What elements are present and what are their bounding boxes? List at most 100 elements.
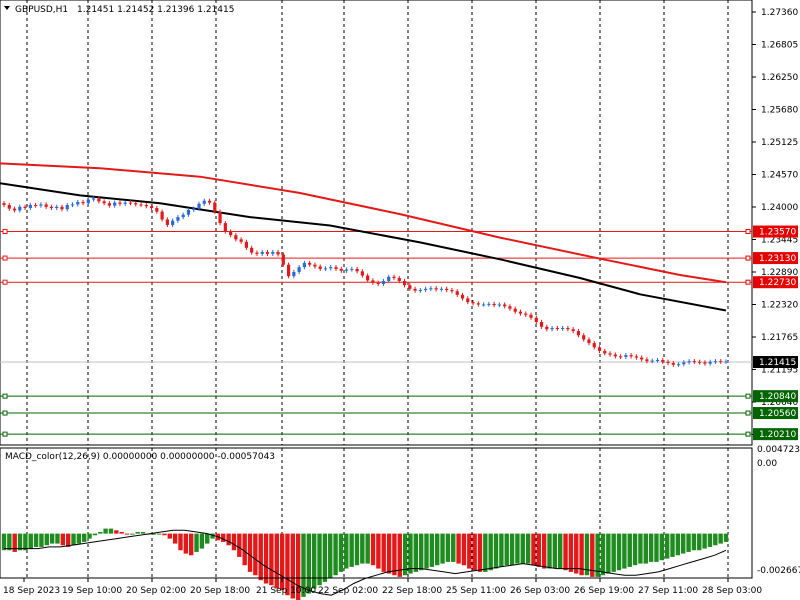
collapse-triangle-icon[interactable]	[4, 6, 10, 10]
macd-bar	[60, 533, 66, 546]
candle-body	[107, 203, 112, 206]
candle-body	[223, 223, 227, 232]
candle-body	[160, 211, 164, 220]
price-level-tag-label: 1.20210	[759, 430, 796, 440]
candle-body	[192, 208, 196, 210]
level-anchor-icon[interactable]	[2, 255, 8, 261]
candle-body	[381, 280, 386, 285]
candle-body	[455, 291, 459, 295]
macd-bar	[269, 533, 274, 586]
macd-bar	[188, 533, 194, 556]
macd-bar	[638, 533, 643, 564]
candle-body	[313, 264, 317, 267]
macd-bar	[477, 533, 483, 572]
macd-bar	[525, 533, 531, 564]
level-anchor-icon[interactable]	[745, 255, 751, 261]
level-anchor-icon[interactable]	[2, 393, 8, 399]
candle-body	[371, 280, 375, 283]
price-axis[interactable]: 1.27360 1.26805 1.26250 1.25680 1.25125 1.245…	[752, 8, 798, 441]
price-level-tag-label: 1.20560	[759, 409, 796, 419]
candle-body	[255, 252, 259, 254]
candle-body	[624, 355, 628, 357]
macd-bar	[654, 533, 659, 562]
macd-bar	[472, 533, 477, 571]
level-anchor-icon[interactable]	[745, 229, 751, 235]
macd-bar	[119, 531, 124, 534]
candle-body	[460, 294, 465, 299]
macd-bar	[98, 531, 103, 534]
candle-body	[113, 202, 117, 206]
price-level-tag	[753, 390, 798, 403]
macd-bar	[547, 533, 552, 569]
macd-bar	[140, 531, 146, 534]
price-level-tag-label: 1.22730	[759, 278, 796, 288]
candle-body	[344, 269, 349, 271]
candle-body	[76, 201, 80, 205]
candle-body	[402, 280, 407, 286]
macd-bar	[44, 533, 49, 546]
price-tick-label: 1.26250	[761, 73, 798, 83]
macd-bar	[344, 533, 349, 569]
macd-bar	[221, 533, 226, 542]
macd-bar	[1, 533, 7, 551]
candle-body	[34, 205, 38, 207]
time-axis[interactable]: 18 Sep 2023 19 Sep 10:00 20 Sep 02:00 20 Se…	[3, 578, 762, 596]
macd-bar	[28, 533, 33, 549]
time-tick-label: 25 Sep 11:00	[446, 586, 506, 596]
macd-bar	[7, 533, 12, 551]
candle-body	[597, 347, 602, 351]
macd-bar	[23, 533, 28, 551]
price-panel[interactable]: GBPUSD,H1 1.21451 1.21452 1.21396 1.2141…	[0, 0, 753, 446]
macd-bar	[376, 533, 381, 569]
candle-body	[703, 362, 707, 364]
macd-axis[interactable]: 0.004723 0.00 -0.002667	[757, 445, 800, 576]
price-tick-label: 1.22320	[761, 301, 798, 311]
candle-body	[318, 266, 322, 269]
macd-bar	[451, 533, 456, 562]
candle-body	[149, 206, 154, 209]
macd-bar	[151, 533, 156, 535]
symbol-label: GBPUSD,H1	[15, 5, 68, 15]
price-level-tag	[753, 428, 798, 441]
macd-bar	[360, 533, 365, 564]
macd-bar	[306, 533, 312, 594]
price-level-tag	[753, 225, 798, 238]
price-tick-label: 1.24570	[761, 171, 798, 181]
candle-body	[28, 205, 32, 209]
candle-body	[392, 276, 396, 278]
macd-bar	[386, 533, 392, 574]
candle-body	[171, 220, 175, 225]
level-anchor-icon[interactable]	[2, 229, 8, 235]
candle-body	[645, 359, 649, 362]
macd-bar	[413, 533, 419, 572]
candle-body	[666, 361, 670, 363]
candle-body	[260, 252, 264, 254]
candle-body	[286, 264, 291, 277]
price-tick-label: 1.23445	[761, 236, 798, 246]
level-anchor-icon[interactable]	[2, 279, 8, 285]
macd-bar	[183, 533, 189, 554]
candle-body	[186, 209, 191, 215]
candle-body	[682, 362, 686, 365]
level-anchor-icon[interactable]	[745, 431, 751, 437]
macd-bar	[723, 533, 729, 542]
macd-bar	[87, 533, 92, 539]
time-tick-label: 21 Sep 10:00	[256, 586, 316, 596]
candle-body	[439, 288, 444, 290]
level-anchor-icon[interactable]	[745, 393, 751, 399]
macd-bar	[595, 533, 600, 577]
level-anchor-icon[interactable]	[2, 410, 8, 416]
level-anchor-icon[interactable]	[745, 279, 751, 285]
level-anchor-icon[interactable]	[745, 410, 751, 416]
macd-bar	[311, 533, 317, 589]
macd-bar	[574, 533, 579, 574]
candle-body	[724, 361, 728, 363]
candle-body	[265, 252, 270, 254]
macd-bar	[290, 533, 295, 599]
macd-bar	[285, 533, 290, 596]
candle-body	[244, 241, 249, 248]
macd-panel[interactable]: MACD_color(12,26,9) 0.00000000 0.0000000…	[0, 447, 753, 600]
level-anchor-icon[interactable]	[2, 431, 8, 437]
candle-body	[497, 304, 501, 306]
